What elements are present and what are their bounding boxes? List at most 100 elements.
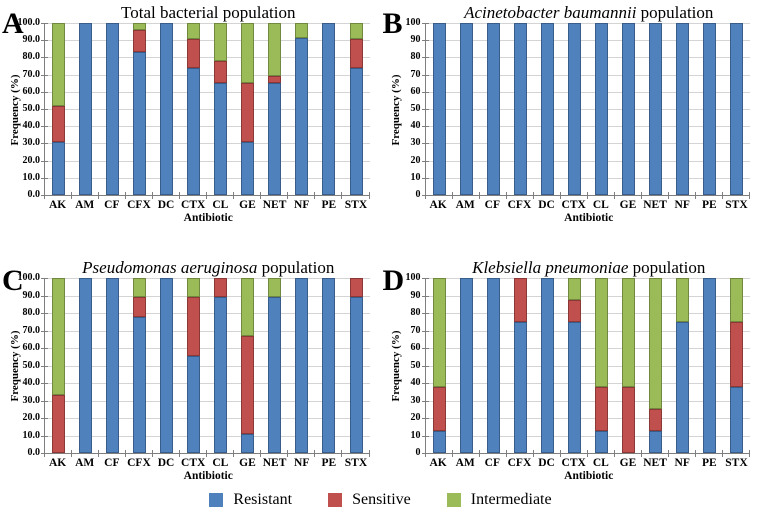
- x-tick-label: GE: [239, 199, 256, 211]
- bar-slot: [72, 23, 99, 195]
- x-tick-label: CTX: [561, 199, 586, 211]
- y-tick-label: 0.0: [27, 189, 41, 200]
- x-tick-label: NET: [643, 199, 667, 211]
- bar-segment-sensitive: [52, 394, 66, 453]
- y-axis-tick: [41, 383, 48, 384]
- bar-stack: [295, 23, 309, 195]
- bar-slot: [534, 278, 561, 453]
- bar-slot: [588, 23, 615, 195]
- grid-line: [425, 74, 750, 76]
- bar-segment-intermediate: [187, 23, 201, 39]
- y-axis-tick: [41, 295, 48, 297]
- bar-segment-resistant: [513, 321, 527, 453]
- bar-slot: [696, 278, 723, 453]
- bar-stack: [349, 278, 363, 453]
- bar-stack: [648, 278, 662, 453]
- y-tick-label: 80.0: [22, 307, 41, 318]
- x-axis-tick-labels: AK AM CF CFX DC CTX CL GE NET NF PE STX: [44, 199, 370, 211]
- bar-stack: [106, 23, 120, 195]
- x-axis-tick: [314, 192, 316, 199]
- bar-slot: [234, 278, 261, 453]
- y-axis-tick: [421, 91, 429, 93]
- x-tick-label: STX: [725, 457, 748, 469]
- bar-stack: [540, 278, 554, 453]
- x-axis-tick: [287, 192, 289, 199]
- x-tick-label: AM: [75, 457, 95, 469]
- x-axis-tick: [152, 192, 154, 199]
- resistant-swatch-icon: [209, 493, 224, 507]
- x-axis-tick: [478, 450, 480, 457]
- bar-segment-intermediate: [349, 23, 363, 39]
- bar-slot: [180, 23, 207, 195]
- bar-slot: [207, 23, 234, 195]
- bar-segment-sensitive: [133, 297, 147, 317]
- grid-line: [425, 278, 750, 279]
- bar-segment-intermediate: [241, 278, 255, 337]
- plot-area: [421, 23, 750, 199]
- plot-area-wrap: 100.0 90.0 80.0 70.0 60.0 50.0 40.0 30.0 20.0 10.…: [4, 273, 375, 458]
- bar-segment-sensitive: [349, 38, 363, 68]
- bar-slot: [99, 278, 126, 453]
- grid-line: [45, 278, 370, 279]
- legend-label: Resistant: [233, 491, 293, 508]
- bar-segment-sensitive: [268, 76, 282, 84]
- x-axis-tick: [314, 450, 316, 457]
- x-axis-tick: [721, 192, 723, 199]
- bar-stack: [268, 278, 282, 453]
- x-axis-tick: [233, 192, 235, 199]
- bar-stack: [322, 23, 336, 195]
- bar-stack: [702, 23, 716, 195]
- x-axis-tick: [694, 192, 696, 199]
- legend-label: Intermediate: [470, 491, 552, 508]
- bar-slot: [288, 23, 315, 195]
- bar-stack: [214, 23, 228, 195]
- x-axis-tick: [532, 192, 534, 199]
- bar-stack: [160, 278, 174, 453]
- bar-segment-resistant: [621, 23, 635, 195]
- x-tick-label: NF: [294, 457, 310, 469]
- bar-segment-resistant: [106, 23, 120, 195]
- chart-panel-c: C Pseudomonas aeruginosa population 100.0 9…: [0, 230, 381, 484]
- y-tick-label: 20: [410, 154, 421, 166]
- y-tick-label: 30: [410, 394, 421, 406]
- x-tick-label: NF: [674, 199, 690, 211]
- bar-segment-resistant: [79, 23, 93, 195]
- grid-line: [45, 91, 370, 93]
- bar-segment-sensitive: [241, 83, 255, 142]
- bar-slot: [126, 23, 153, 195]
- grid-line: [425, 160, 750, 162]
- chart-title-part: Pseudomonas aeruginosa: [82, 258, 258, 277]
- x-axis-tick: [505, 450, 507, 457]
- bars-layer: [45, 278, 370, 453]
- bar-slot: [642, 278, 669, 453]
- bar-segment-resistant: [160, 278, 174, 453]
- legend-item-resistant: Resistant: [209, 491, 292, 509]
- bar-segment-resistant: [675, 321, 689, 453]
- y-axis-tick: [421, 160, 429, 162]
- bar-segment-resistant: [594, 23, 608, 195]
- y-tick-label: 40.0: [22, 120, 41, 132]
- bar-segment-resistant: [702, 278, 716, 453]
- y-axis-tick-labels: 100 90 80 70 60 50 40 30 20 10 0: [385, 273, 425, 458]
- x-tick-label: CL: [592, 457, 609, 469]
- bar-segment-resistant: [486, 23, 500, 195]
- bar-stack: [567, 278, 581, 453]
- bar-stack: [513, 278, 527, 453]
- x-tick-label: AM: [455, 457, 475, 469]
- bar-slot: [669, 23, 696, 195]
- x-tick-label: DC: [538, 199, 555, 211]
- x-axis-tick: [559, 450, 561, 457]
- x-tick-label: GE: [619, 199, 637, 211]
- grid-line: [45, 126, 370, 128]
- bar-segment-resistant: [594, 431, 608, 453]
- grid-line: [425, 23, 750, 24]
- x-tick-label: CFX: [507, 199, 532, 211]
- grid-line: [425, 57, 750, 59]
- y-axis-tick: [41, 74, 48, 76]
- y-tick-label: 70.0: [22, 68, 41, 80]
- bar-slot: [426, 278, 453, 453]
- bar-segment-sensitive: [567, 299, 581, 322]
- y-axis-tick: [421, 23, 429, 24]
- x-axis-tick: [125, 192, 127, 199]
- bar-slot: [343, 278, 370, 453]
